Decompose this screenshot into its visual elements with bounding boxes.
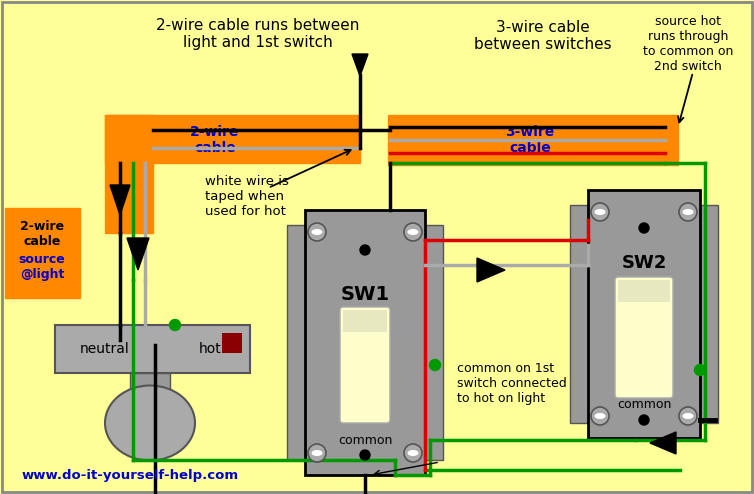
Circle shape xyxy=(360,450,370,460)
Circle shape xyxy=(679,407,697,425)
Polygon shape xyxy=(127,238,149,270)
Ellipse shape xyxy=(682,413,694,419)
Text: common: common xyxy=(617,399,671,412)
Text: 3-wire cable
between switches: 3-wire cable between switches xyxy=(474,20,611,52)
Bar xyxy=(105,115,153,233)
Text: neutral: neutral xyxy=(80,342,130,356)
Circle shape xyxy=(591,203,609,221)
Ellipse shape xyxy=(594,413,605,419)
Circle shape xyxy=(308,444,326,462)
Text: hot: hot xyxy=(198,342,222,356)
Ellipse shape xyxy=(311,229,323,235)
Circle shape xyxy=(404,444,422,462)
Bar xyxy=(388,115,678,165)
Circle shape xyxy=(308,223,326,241)
Circle shape xyxy=(360,245,370,255)
Ellipse shape xyxy=(594,209,605,215)
Ellipse shape xyxy=(682,209,694,215)
Text: SW1: SW1 xyxy=(341,286,390,304)
Text: source
@light: source @light xyxy=(19,253,66,281)
Circle shape xyxy=(694,365,706,375)
Text: common on 1st
switch connected
to hot on light: common on 1st switch connected to hot on… xyxy=(457,362,567,405)
Text: www.do-it-yourself-help.com: www.do-it-yourself-help.com xyxy=(22,469,239,482)
Polygon shape xyxy=(650,432,676,454)
Text: common: common xyxy=(338,434,392,447)
Bar xyxy=(343,310,387,332)
Bar xyxy=(105,115,360,163)
Bar xyxy=(222,333,242,353)
Circle shape xyxy=(170,320,180,330)
Bar xyxy=(130,373,170,395)
Bar xyxy=(305,210,425,475)
Bar xyxy=(588,190,700,438)
FancyBboxPatch shape xyxy=(340,307,390,423)
Text: 3-wire
cable: 3-wire cable xyxy=(505,125,555,155)
Circle shape xyxy=(639,415,649,425)
Text: 2-wire cable runs between
light and 1st switch: 2-wire cable runs between light and 1st … xyxy=(156,18,360,50)
Bar xyxy=(287,225,443,460)
Bar xyxy=(55,325,250,373)
Text: 2-wire
cable: 2-wire cable xyxy=(190,125,240,155)
Ellipse shape xyxy=(311,450,323,456)
Bar xyxy=(570,205,718,423)
Bar xyxy=(618,280,670,302)
Ellipse shape xyxy=(105,385,195,460)
Ellipse shape xyxy=(407,450,418,456)
Circle shape xyxy=(679,203,697,221)
Circle shape xyxy=(591,407,609,425)
Text: 2-wire
cable: 2-wire cable xyxy=(20,220,64,248)
Polygon shape xyxy=(110,185,130,215)
Polygon shape xyxy=(477,258,505,282)
Text: source hot
runs through
to common on
2nd switch: source hot runs through to common on 2nd… xyxy=(643,15,733,73)
Ellipse shape xyxy=(407,229,418,235)
Polygon shape xyxy=(352,54,368,76)
Text: white wire is
taped when
used for hot: white wire is taped when used for hot xyxy=(205,175,289,218)
Bar xyxy=(5,208,80,298)
Circle shape xyxy=(404,223,422,241)
Circle shape xyxy=(430,360,440,370)
Text: SW2: SW2 xyxy=(621,254,667,272)
FancyBboxPatch shape xyxy=(615,277,673,398)
Circle shape xyxy=(639,223,649,233)
